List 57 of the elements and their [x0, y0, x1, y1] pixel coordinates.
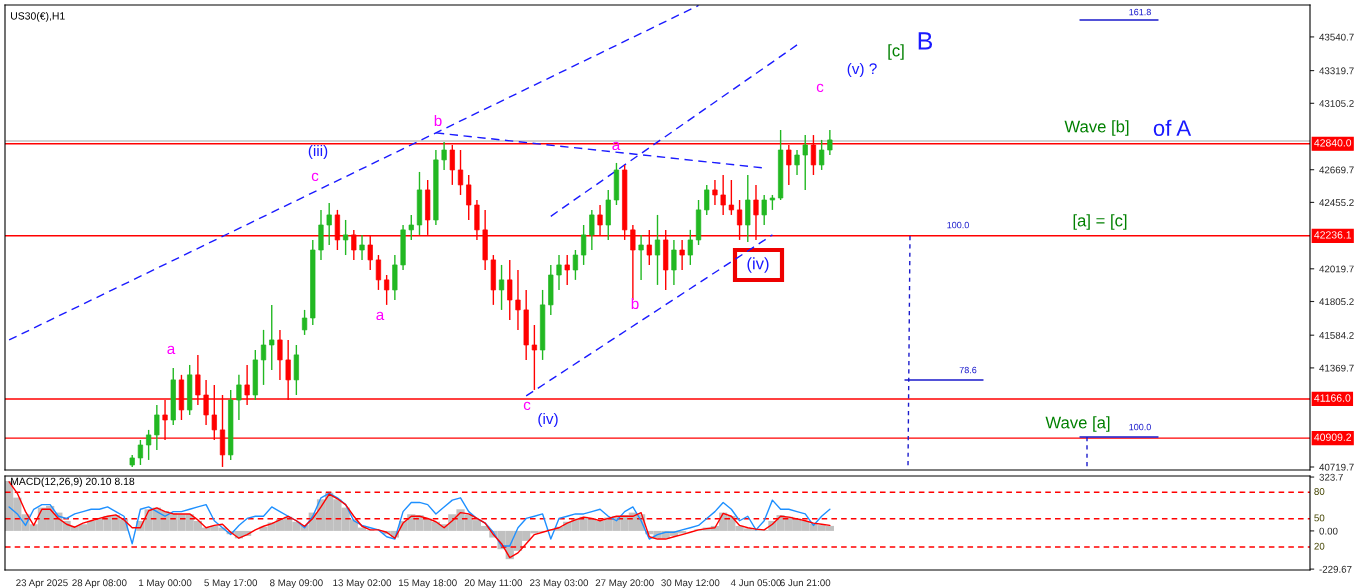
- annotation: (v) ?: [847, 62, 877, 78]
- annotation: b: [434, 114, 442, 127]
- y-tick-label: 41369.7: [1319, 364, 1354, 372]
- x-tick-label: 27 May 20:00: [595, 579, 654, 588]
- y-tick-label: 41584.2: [1319, 331, 1354, 339]
- x-tick-label: 23 Apr 2025: [16, 579, 68, 588]
- y-tick-label: 43319.7: [1319, 67, 1354, 75]
- y-tick-label: 43105.2: [1319, 100, 1354, 107]
- text: 80: [1314, 488, 1325, 495]
- ref-line-label: 42840.0: [1314, 139, 1352, 147]
- annotation: 100.0: [947, 221, 969, 229]
- annotation: [c]: [888, 44, 904, 60]
- x-tick-label: 20 May 11:00: [464, 579, 523, 588]
- x-tick-label: 15 May 18:00: [398, 579, 457, 588]
- annotation: Wave [a]: [1045, 416, 1110, 432]
- y-tick-label: 42455.2: [1319, 199, 1354, 207]
- annotation: c: [523, 401, 531, 411]
- annotation: c: [816, 83, 824, 93]
- annotation: c: [311, 172, 319, 182]
- annotation: a: [376, 311, 385, 321]
- y-tick-label: 0.00: [1319, 527, 1338, 535]
- x-tick-label: 4 Jun 05:00: [730, 579, 782, 587]
- ref-line-label: 40909.2: [1314, 433, 1352, 441]
- x-tick-label: 5 May 17:00: [204, 579, 258, 588]
- x-tick-label: 30 May 12:00: [661, 579, 720, 588]
- annotation: a: [167, 345, 176, 355]
- x-tick-label: 6 Jun 21:00: [780, 579, 831, 587]
- text: US30(€),H1: [11, 11, 65, 22]
- annotation: B: [918, 32, 933, 50]
- annotation: 100.0: [1129, 423, 1151, 431]
- y-tick-label: 42669.7: [1319, 166, 1354, 174]
- annotation: of A: [1153, 119, 1192, 136]
- annotation: a: [612, 141, 621, 151]
- ref-line-label: 41166.0: [1314, 394, 1351, 402]
- text: 20: [1314, 542, 1325, 550]
- x-tick-label: 13 May 02:00: [333, 579, 392, 588]
- ref-line-label: 42236.1: [1314, 231, 1352, 239]
- x-tick-label: 8 May 09:00: [270, 579, 323, 588]
- x-tick-label: 28 Apr 08:00: [72, 579, 127, 588]
- annotation: (iv): [747, 257, 769, 273]
- x-tick-label: 23 May 03:00: [530, 579, 589, 588]
- y-tick-label: 323.7: [1319, 473, 1343, 481]
- annotation: b: [631, 297, 639, 310]
- annotation: (iii): [308, 144, 328, 160]
- annotation: 161.8: [1129, 8, 1151, 16]
- annotation: 78.6: [959, 366, 977, 374]
- y-tick-label: 43540.7: [1319, 33, 1354, 41]
- y-tick-label: 41805.2: [1319, 298, 1354, 306]
- y-tick-label: 42019.7: [1319, 265, 1354, 273]
- y-tick-label: -229.67: [1319, 565, 1352, 573]
- annotation: (iv): [538, 412, 558, 428]
- chart-title: MACD(12,26,9) 20.10 8.18: [11, 477, 135, 488]
- annotation: [a] = [c]: [1073, 214, 1127, 230]
- annotation: Wave [b]: [1064, 120, 1129, 136]
- x-tick-label: 1 May 00:00: [139, 579, 192, 588]
- y-tick-label: 40719.7: [1319, 463, 1354, 471]
- text: 50: [1314, 514, 1325, 522]
